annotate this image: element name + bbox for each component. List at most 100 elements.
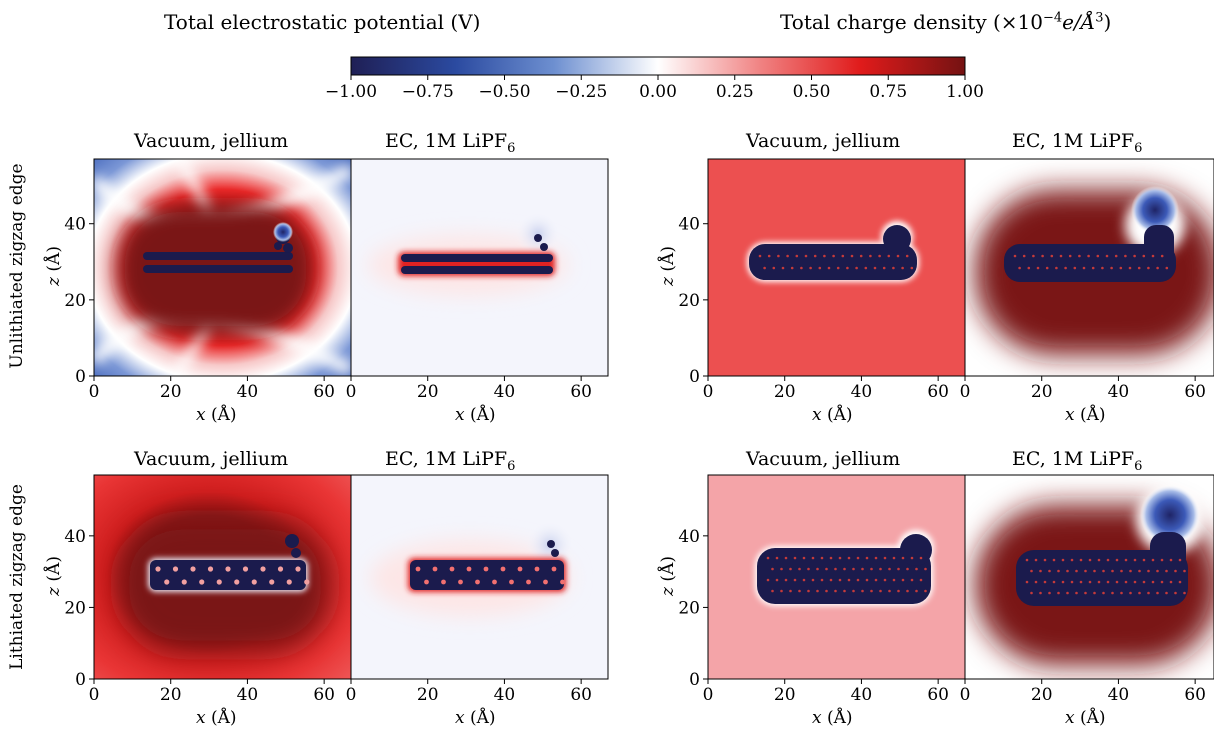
li-dots xyxy=(155,566,310,585)
x-tick-label: 0 xyxy=(703,382,714,402)
atom-dot xyxy=(847,578,851,582)
atom-dot xyxy=(1147,266,1150,270)
xlabel: x (Å) xyxy=(196,708,237,728)
atom-dot xyxy=(846,266,849,270)
atom-dot xyxy=(1106,558,1110,562)
atom-dot xyxy=(784,578,788,582)
x-tick-label: 0 xyxy=(960,685,971,705)
colorbar-tick-label: −0.25 xyxy=(555,82,607,102)
x-tick-label: 40 xyxy=(237,382,259,402)
y-tick-label: 20 xyxy=(678,291,700,311)
panel-title-ec-text: EC, 1M LiPF xyxy=(385,448,508,470)
atom-dot xyxy=(1101,266,1104,270)
atom-dot xyxy=(304,579,310,585)
atom-dot xyxy=(856,578,860,582)
atom-dot xyxy=(838,578,842,582)
atom-dot xyxy=(861,589,864,593)
x-tick-label: 0 xyxy=(346,382,357,402)
atom-dot xyxy=(777,254,780,258)
atom-dot xyxy=(924,589,927,593)
atom-dot xyxy=(1160,558,1164,562)
ylabel-var: z xyxy=(658,277,678,286)
atom-dot xyxy=(1039,591,1042,595)
x-tick-label: 40 xyxy=(1108,382,1130,402)
atom-dot xyxy=(1022,254,1026,258)
atom-dot xyxy=(1025,558,1029,562)
ylabel-var: z xyxy=(658,587,678,596)
atom-dot xyxy=(758,254,762,258)
x-tick-label: 20 xyxy=(160,685,182,705)
colorbar-tick-label: 0.00 xyxy=(639,82,677,102)
atom-dot xyxy=(1027,266,1031,270)
atom-dot xyxy=(780,589,783,593)
atom-dot xyxy=(888,589,891,593)
molecule-unlithiated-ec xyxy=(401,234,553,274)
atom-dot xyxy=(1068,254,1072,258)
atom-dot xyxy=(190,566,196,572)
panel-unlithiated-density-vacuum xyxy=(708,159,965,376)
atom-dot xyxy=(1034,580,1038,584)
atom-dot xyxy=(771,567,774,571)
y-tick-label: 20 xyxy=(64,291,86,311)
x-tick-label: 40 xyxy=(851,685,873,705)
atom-dot xyxy=(1061,558,1065,562)
atom-dot xyxy=(1013,254,1017,258)
atom-dot xyxy=(1084,591,1087,595)
atom-dot xyxy=(458,579,463,585)
atom-dot xyxy=(1133,580,1137,584)
xlabel-var: x xyxy=(812,405,822,425)
atom-dot xyxy=(1032,254,1035,258)
atom-dot xyxy=(834,567,837,571)
atom-dot xyxy=(1034,558,1038,562)
xlabel-unit: (Å) xyxy=(827,708,853,728)
ylabel: z (Å) xyxy=(44,236,64,296)
y-tick-label: 0 xyxy=(689,670,700,690)
atom-dot xyxy=(838,556,842,560)
atom-dot xyxy=(1124,558,1128,562)
atom-dot xyxy=(1156,569,1159,573)
atom-dot xyxy=(859,254,863,258)
atom-dot xyxy=(492,579,497,585)
x-tick-label: 0 xyxy=(960,382,971,402)
atom-dot xyxy=(892,556,896,560)
atom-dot xyxy=(786,254,789,258)
atom-dot xyxy=(199,579,205,585)
atom-dot xyxy=(1018,266,1021,270)
atom-dot xyxy=(1120,591,1123,595)
atom-dot xyxy=(852,567,855,571)
atom-dot xyxy=(896,254,900,258)
atom-dot xyxy=(1041,254,1044,258)
x-tick-label: 20 xyxy=(774,685,796,705)
molecule-unlithiated-vacuum xyxy=(143,222,293,273)
atom-dot xyxy=(763,266,766,270)
atom-dot xyxy=(823,254,826,258)
atom-dot xyxy=(870,589,873,593)
x-tick-label: 60 xyxy=(570,382,592,402)
atom-dot xyxy=(813,254,817,258)
ylabel-var: z xyxy=(44,587,64,596)
atom-dot xyxy=(1138,591,1141,595)
xlabel-var: x xyxy=(455,405,465,425)
panel-lithiated-potential-ec xyxy=(351,475,608,679)
atom-dot xyxy=(225,566,231,572)
row-label-unlithiated: Unlithiated zigzag edge xyxy=(7,163,27,369)
panel-title-ec-sub: 6 xyxy=(1134,140,1143,156)
x-tick-label: 20 xyxy=(1031,685,1053,705)
atom-dot xyxy=(1088,558,1092,562)
potential-title: Total electrostatic potential (V) xyxy=(164,10,481,34)
atom-dot xyxy=(807,567,810,571)
atom-dot xyxy=(1138,569,1141,573)
atom-dot xyxy=(1142,254,1146,258)
colorbar-tick-label: 0.50 xyxy=(793,82,831,102)
atom-dot xyxy=(1115,580,1119,584)
atom-dot xyxy=(887,254,891,258)
atom-dot xyxy=(1087,254,1090,258)
atom-dot xyxy=(790,266,794,270)
atom-dot xyxy=(811,578,815,582)
atom-dot xyxy=(1169,580,1173,584)
atom-dot xyxy=(802,578,806,582)
atom-dot xyxy=(1137,266,1141,270)
atom-dot xyxy=(1105,254,1109,258)
x-tick-label: 60 xyxy=(1184,382,1206,402)
atom-dot xyxy=(919,556,923,560)
